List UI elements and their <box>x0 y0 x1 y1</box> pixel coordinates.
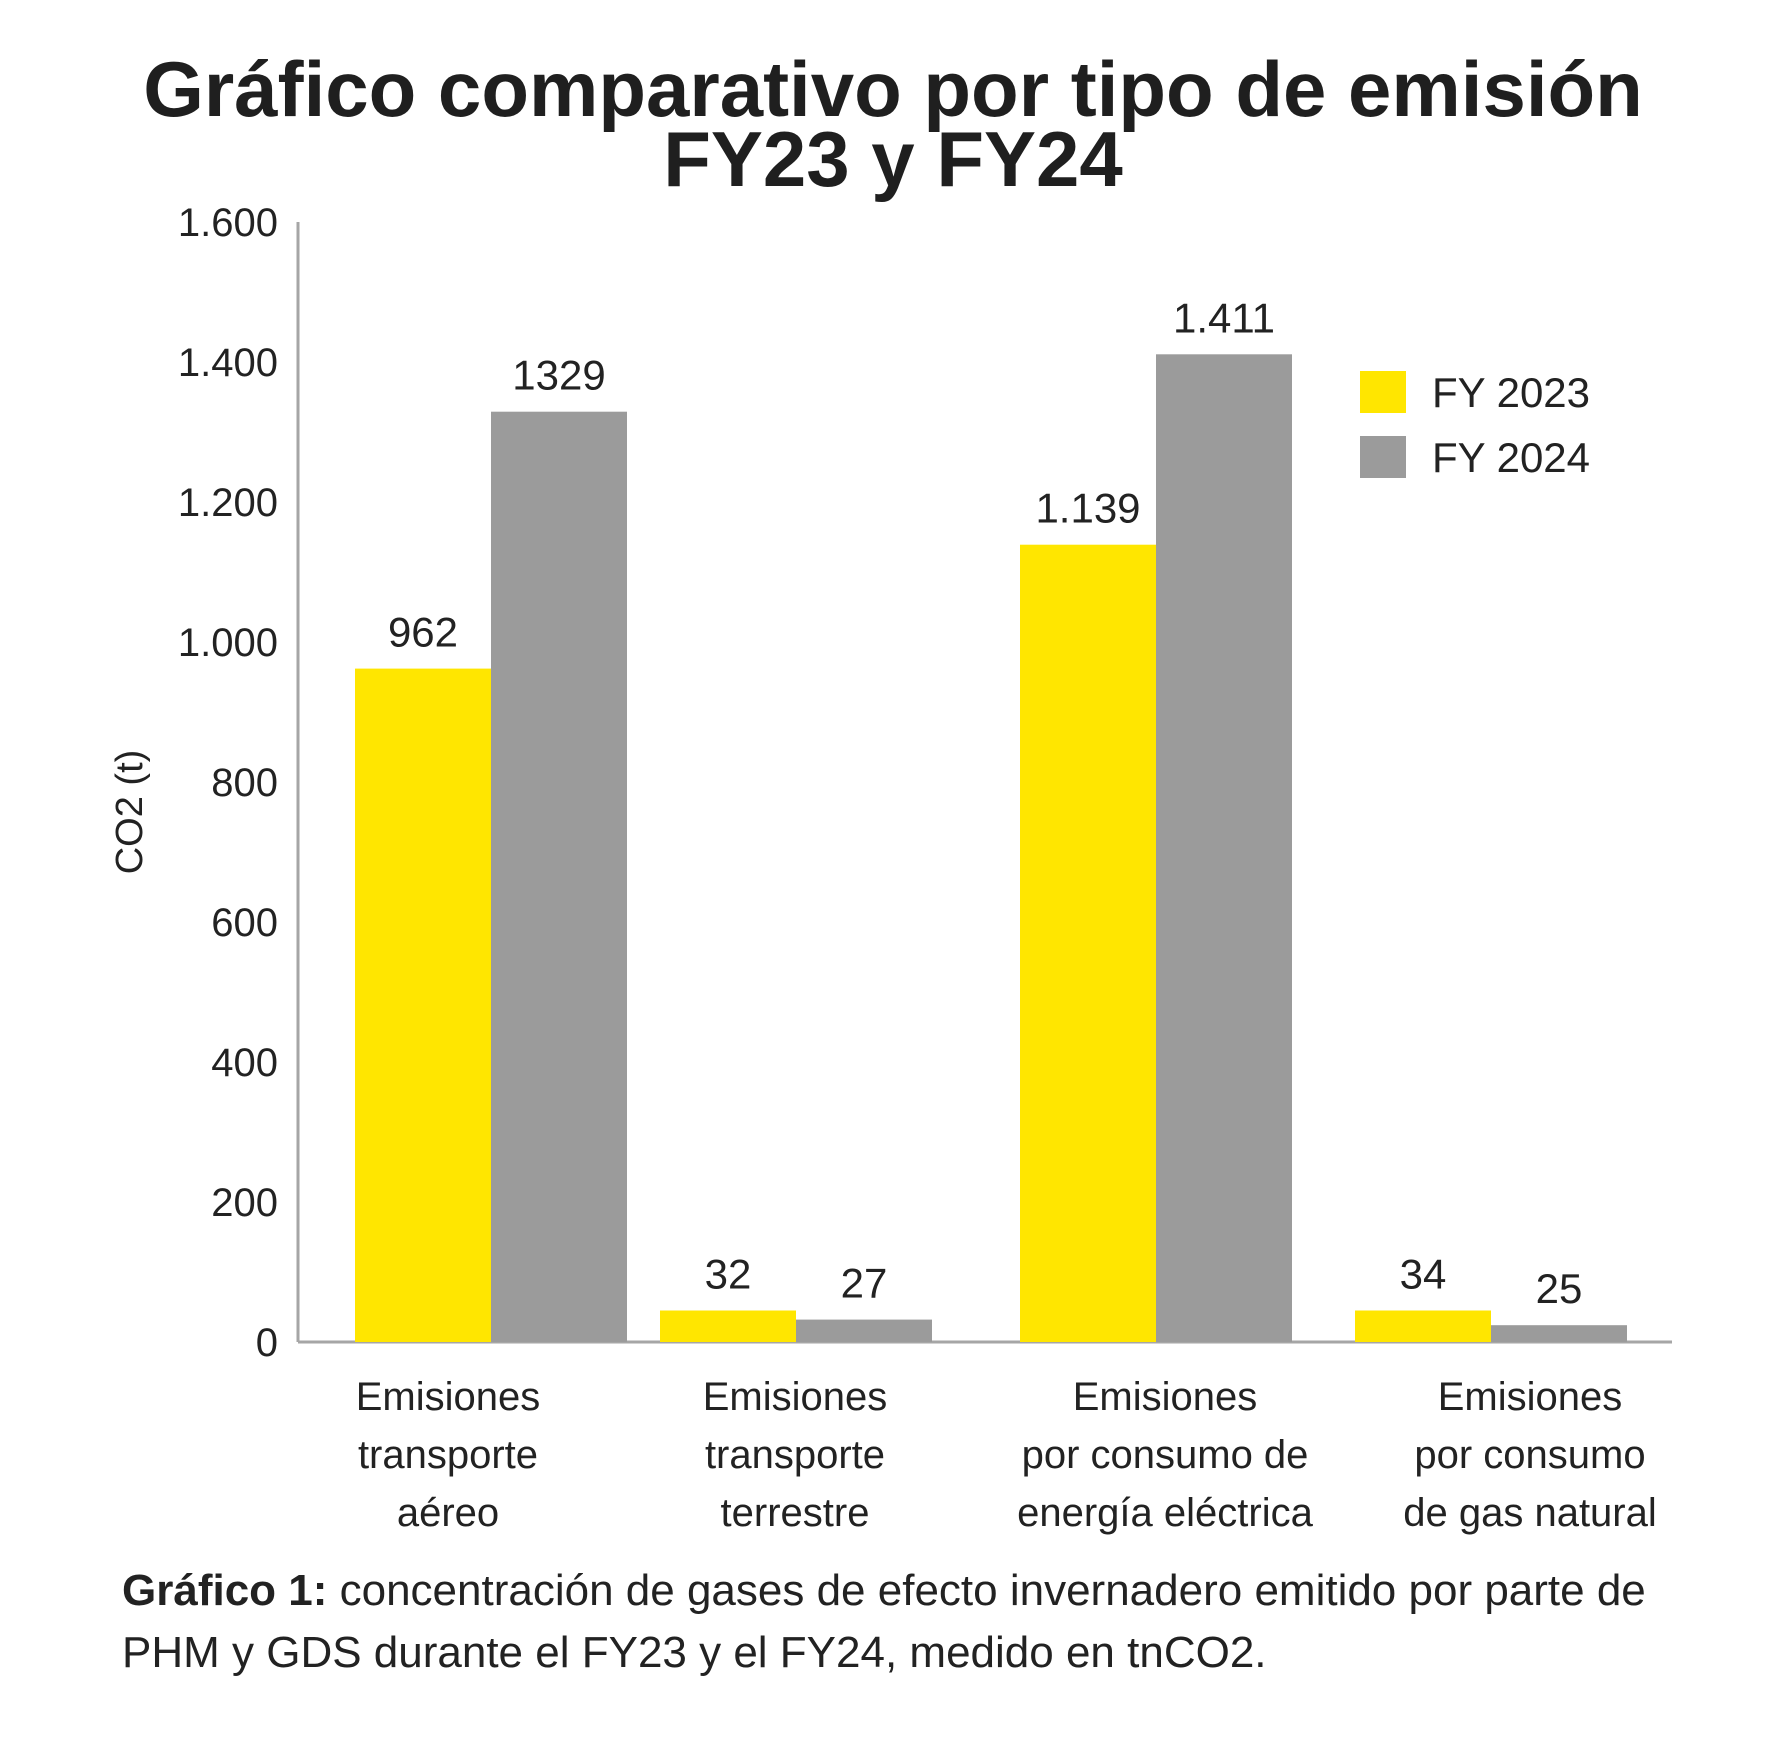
bar-fy2024 <box>796 1319 932 1342</box>
y-tick-label: 0 <box>256 1321 278 1365</box>
category-label-line: transporte <box>358 1433 538 1477</box>
caption-bold: Gráfico 1: <box>122 1566 328 1615</box>
bar-value-label: 25 <box>1536 1265 1583 1312</box>
bar-value-label: 1.411 <box>1173 294 1275 341</box>
bar-fy2024 <box>491 411 627 1342</box>
category-label-line: Emisiones <box>1073 1375 1258 1419</box>
legend-swatch <box>1360 436 1406 478</box>
category-label-line: Emisiones <box>1438 1375 1623 1419</box>
bar-fy2023 <box>660 1310 796 1342</box>
bar-fy2023 <box>1355 1310 1491 1342</box>
legend-label: FY 2023 <box>1432 369 1590 416</box>
caption-text: concentración de gases de efecto inverna… <box>122 1566 1646 1677</box>
y-tick-label: 1.200 <box>178 481 278 525</box>
y-tick-label: 800 <box>211 761 278 805</box>
y-axis-title: CO2 (t) <box>109 750 151 875</box>
category-label-line: de gas natural <box>1403 1491 1657 1535</box>
chart-bars <box>355 354 1627 1342</box>
category-label-line: Emisiones <box>356 1375 541 1419</box>
chart-caption: Gráfico 1: concentración de gases de efe… <box>122 1560 1682 1684</box>
bar-value-label: 32 <box>705 1251 752 1298</box>
category-label-line: energía eléctrica <box>1017 1491 1313 1535</box>
category-label-line: por consumo de <box>1022 1433 1309 1477</box>
bar-value-label: 1329 <box>512 352 605 399</box>
category-label-line: terrestre <box>721 1491 870 1535</box>
y-tick-label: 200 <box>211 1181 278 1225</box>
legend-swatch <box>1360 371 1406 413</box>
bar-fy2023 <box>1020 544 1156 1342</box>
chart-title: Gráfico comparativo por tipo de emisiónF… <box>143 45 1643 203</box>
bar-fy2024 <box>1156 354 1292 1342</box>
category-label-line: transporte <box>705 1433 885 1477</box>
legend-label: FY 2024 <box>1432 434 1590 481</box>
y-tick-label: 600 <box>211 901 278 945</box>
y-tick-label: 1.400 <box>178 341 278 385</box>
category-label-line: Emisiones <box>703 1375 888 1419</box>
chart-category-labels: Emisiones transporte aéreo Emisiones transpo… <box>356 1375 1657 1535</box>
bar-value-label: 1.139 <box>1035 485 1140 532</box>
bar-fy2023 <box>355 668 491 1342</box>
chart-title-line: FY23 y FY24 <box>663 115 1123 203</box>
chart-axes: 0 200 400 600 800 1.000 1.200 1.400 1.600 CO2 (t) <box>109 201 1672 1365</box>
chart-legend: FY 2023 FY 2024 <box>1360 369 1590 481</box>
y-tick-label: 400 <box>211 1041 278 1085</box>
chart-title-line: Gráfico comparativo por tipo de emisión <box>143 45 1643 133</box>
bar-fy2024 <box>1491 1325 1627 1342</box>
y-tick-label: 1.000 <box>178 621 278 665</box>
category-label-line: por consumo <box>1414 1433 1645 1477</box>
bar-value-label: 34 <box>1400 1251 1447 1298</box>
bar-value-label: 962 <box>388 609 458 656</box>
category-label-line: aéreo <box>397 1491 499 1535</box>
bar-value-label: 27 <box>841 1260 888 1307</box>
chart-value-labels: 962 32 1.139 34 1329 27 1.411 25 <box>388 294 1582 1312</box>
y-tick-label: 1.600 <box>178 201 278 245</box>
